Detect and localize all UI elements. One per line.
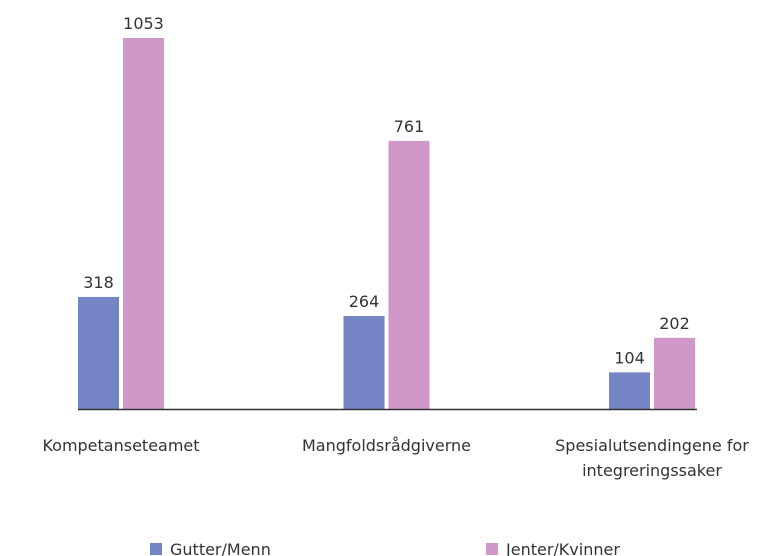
legend-swatch: [486, 543, 498, 555]
bar: [343, 315, 385, 409]
legend-label: Gutter/Menn: [170, 540, 271, 556]
value-label: 104: [614, 348, 645, 367]
bar: [654, 337, 695, 409]
value-label: 1053: [123, 14, 164, 33]
bar: [609, 372, 650, 409]
value-label: 264: [349, 292, 380, 311]
x-tick-label: Kompetanseteamet: [42, 436, 200, 455]
x-tick-label: Mangfoldsrådgiverne: [302, 436, 471, 455]
bar: [78, 296, 119, 409]
value-label: 318: [83, 273, 114, 292]
value-label: 761: [394, 117, 425, 136]
bar: [388, 140, 430, 409]
bar: [123, 38, 164, 409]
x-tick-label: Spesialutsendingene for integreringssake…: [555, 436, 749, 480]
legend-swatch: [150, 543, 162, 555]
value-label: 202: [659, 314, 690, 333]
legend-label: Jenter/Kvinner: [505, 540, 620, 556]
